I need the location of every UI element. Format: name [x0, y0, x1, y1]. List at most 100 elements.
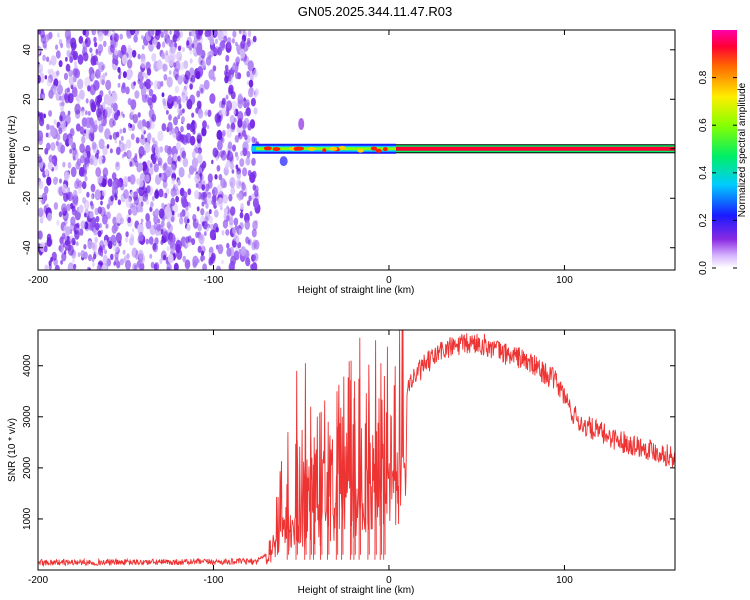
noise-blob: [81, 117, 88, 128]
noise-blob: [112, 102, 118, 112]
noise-blob: [170, 197, 176, 207]
noise-blob: [112, 58, 116, 65]
noise-blob: [119, 33, 123, 40]
noise-blob: [209, 229, 216, 241]
noise-blob: [111, 181, 117, 191]
noise-blob: [189, 94, 196, 105]
noise-blob: [196, 206, 200, 212]
noise-blob: [89, 211, 94, 219]
noise-blob: [176, 249, 183, 260]
noise-blob: [207, 180, 213, 189]
noise-blob: [64, 246, 68, 251]
noise-blob: [46, 176, 52, 186]
noise-blob: [197, 109, 204, 119]
noise-blob: [117, 82, 121, 88]
noise-blob: [127, 216, 131, 224]
noise-blob: [125, 69, 132, 80]
noise-blob: [208, 69, 215, 80]
noise-blob: [95, 222, 100, 231]
noise-blob: [138, 231, 144, 242]
noise-blob: [145, 199, 149, 205]
noise-blob: [253, 239, 260, 250]
noise-blob: [78, 166, 85, 177]
noise-blob: [115, 146, 121, 156]
noise-blob: [144, 98, 148, 104]
noise-blob: [138, 179, 144, 188]
noise-blob: [91, 141, 97, 150]
noise-blob: [180, 125, 184, 133]
noise-blob: [169, 241, 174, 249]
noise-blob: [227, 41, 231, 49]
noise-blob: [46, 142, 51, 151]
noise-blob: [79, 143, 85, 154]
noise-blob: [143, 81, 147, 87]
noise-blob: [137, 53, 141, 60]
noise-blob: [211, 252, 216, 262]
noise-blob: [203, 79, 210, 90]
noise-blob: [249, 70, 253, 75]
carrier-core: [395, 146, 675, 151]
noise-blob: [221, 100, 226, 109]
noise-blob: [132, 262, 138, 270]
noise-blob: [127, 44, 131, 51]
noise-blob: [235, 154, 240, 161]
noise-blob: [71, 49, 75, 56]
colorbar-tick-label: 0.4: [698, 165, 709, 179]
noise-blob: [173, 30, 180, 39]
noise-blob: [249, 119, 256, 129]
noise-blob: [156, 223, 161, 232]
noise-blob: [185, 210, 190, 219]
noise-blob: [207, 109, 212, 118]
noise-blob: [200, 208, 205, 216]
noise-blob: [108, 90, 111, 95]
noise-blob: [191, 30, 196, 37]
noise-blob: [167, 121, 173, 132]
noise-blob: [43, 245, 48, 253]
noise-blob: [62, 192, 69, 202]
noise-blob: [86, 150, 91, 159]
noise-blob: [41, 192, 48, 203]
noise-blob: [211, 189, 216, 195]
noise-blob: [176, 189, 180, 195]
noise-blob: [234, 135, 240, 143]
noise-blob: [50, 142, 56, 151]
noise-blob: [226, 128, 232, 139]
noise-blob: [116, 162, 119, 168]
noise-blob: [93, 30, 97, 35]
noise-blob: [114, 251, 119, 259]
noise-blob: [125, 231, 129, 238]
noise-blob: [98, 155, 104, 165]
noise-blob: [85, 98, 89, 104]
noise-blob: [38, 74, 41, 84]
noise-blob: [226, 215, 230, 222]
noise-blob: [144, 73, 148, 80]
noise-blob: [145, 238, 149, 245]
noise-blob: [63, 93, 68, 100]
noise-blob: [196, 90, 201, 98]
noise-blob: [101, 65, 105, 71]
snr-ylabel: SNR (10 * v/v): [7, 418, 18, 482]
noise-blob: [107, 178, 113, 188]
noise-blob: [230, 122, 236, 130]
noise-blob: [38, 48, 41, 55]
noise-blob: [233, 117, 237, 123]
noise-blob: [131, 205, 138, 216]
noise-blob: [79, 89, 85, 100]
noise-blob: [66, 39, 72, 49]
noise-blob: [77, 252, 81, 257]
noise-blob: [144, 123, 147, 128]
noise-blob: [150, 81, 153, 86]
noise-blob: [91, 242, 98, 252]
noise-blob: [153, 140, 158, 149]
y-tick-label: 2000: [22, 456, 33, 479]
noise-blob: [67, 93, 74, 104]
noise-blob: [195, 146, 199, 154]
noise-blob: [140, 218, 144, 224]
noise-blob: [213, 222, 219, 233]
noise-blob: [245, 107, 251, 117]
noise-blob: [56, 220, 60, 226]
noise-blob: [180, 74, 186, 82]
noise-blob: [94, 236, 98, 244]
noise-blob: [60, 95, 65, 102]
